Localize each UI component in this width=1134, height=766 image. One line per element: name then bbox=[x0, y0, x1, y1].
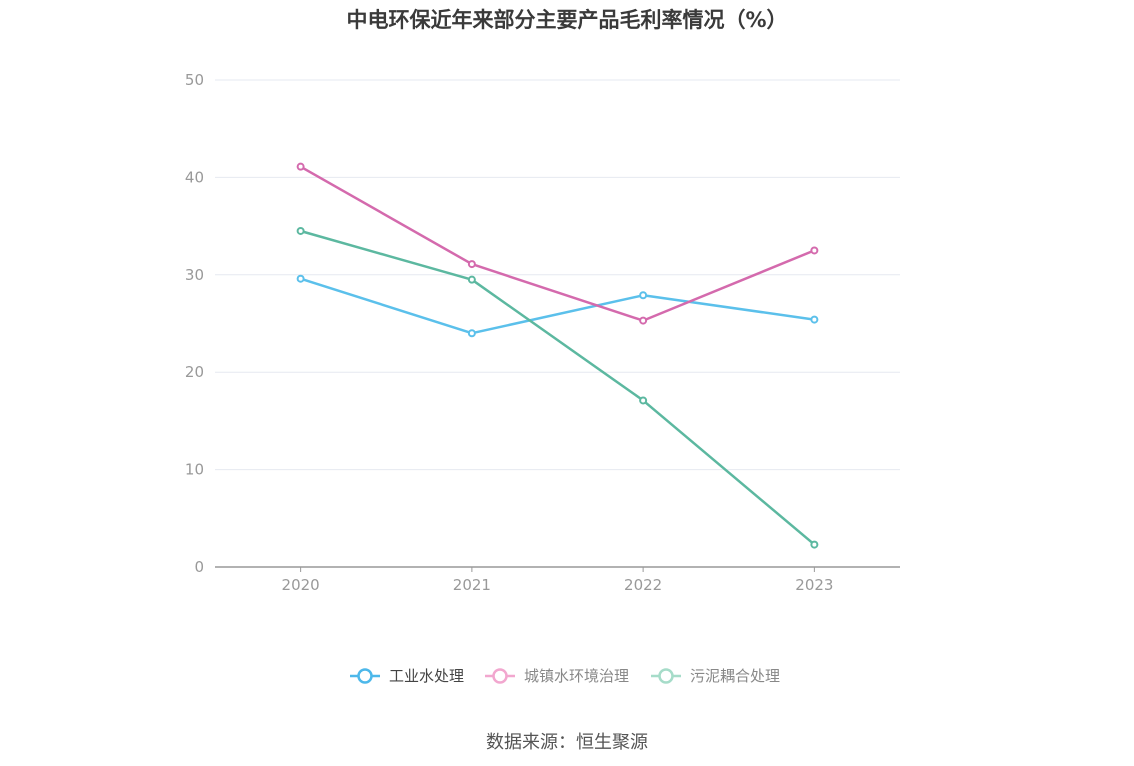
source-note: 数据来源：恒生聚源 bbox=[486, 732, 648, 753]
x-tick-label: 2023 bbox=[795, 576, 833, 594]
y-tick-label: 20 bbox=[185, 363, 204, 381]
data-point bbox=[639, 396, 648, 405]
data-point bbox=[467, 329, 476, 338]
x-tick-label: 2022 bbox=[624, 576, 662, 594]
data-point bbox=[810, 246, 819, 255]
legend-label: 污泥耦合处理 bbox=[690, 667, 780, 685]
axes: 0 10 20 30 40 50 2020 2021 2022 2023 bbox=[185, 71, 900, 594]
legend-marker-icon bbox=[658, 668, 674, 684]
data-point bbox=[296, 274, 305, 283]
series-line-2 bbox=[299, 229, 816, 546]
legend-marker-icon bbox=[492, 668, 508, 684]
data-point bbox=[296, 162, 305, 171]
y-tick-label: 30 bbox=[185, 266, 204, 284]
legend: 工业水处理 城镇水环境治理 污泥耦合处理 bbox=[350, 667, 780, 685]
data-point bbox=[639, 291, 648, 300]
legend-label: 工业水处理 bbox=[389, 667, 464, 685]
y-tick-label: 50 bbox=[185, 71, 204, 89]
data-point bbox=[810, 540, 819, 549]
y-tick-label: 0 bbox=[194, 558, 204, 576]
chart-title: 中电环保近年来部分主要产品毛利率情况（%） bbox=[346, 8, 788, 32]
x-tick-label: 2020 bbox=[282, 576, 320, 594]
legend-label: 城镇水环境治理 bbox=[524, 667, 629, 685]
data-point bbox=[296, 226, 305, 235]
legend-marker-icon bbox=[357, 668, 373, 684]
series-lines bbox=[296, 162, 819, 549]
data-point bbox=[467, 260, 476, 269]
grid-lines bbox=[215, 79, 900, 471]
series-line-1 bbox=[299, 165, 816, 322]
series-line-0 bbox=[299, 277, 816, 335]
data-point bbox=[810, 315, 819, 324]
data-point bbox=[467, 275, 476, 284]
y-tick-label: 10 bbox=[185, 461, 204, 479]
data-point bbox=[639, 316, 648, 325]
y-tick-label: 40 bbox=[185, 168, 204, 186]
x-tick-label: 2021 bbox=[453, 576, 491, 594]
